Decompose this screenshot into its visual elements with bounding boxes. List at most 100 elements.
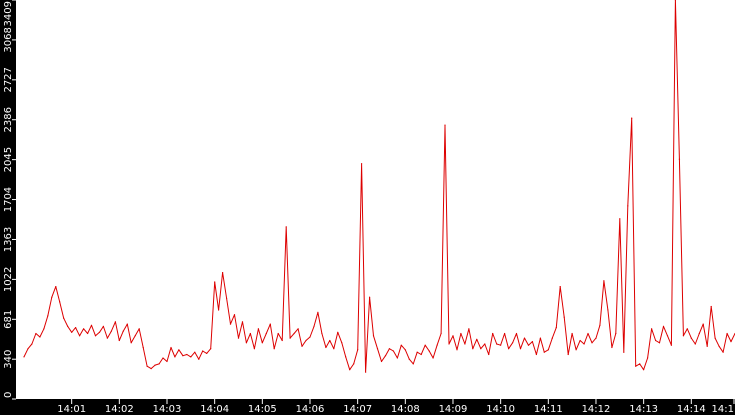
data-point [591, 342, 593, 344]
data-point [98, 331, 101, 333]
data-point [281, 339, 283, 342]
data-point [285, 226, 287, 228]
data-point [186, 353, 188, 356]
y-tick-label: 2727 [3, 67, 14, 92]
data-point [130, 342, 132, 344]
data-point [496, 343, 498, 345]
y-tick: 2045 [3, 147, 16, 172]
y-tick-label: 0 [3, 392, 14, 398]
x-tick-label: 14:14 [677, 404, 706, 415]
x-tick-label: 14:09 [439, 404, 468, 415]
x-tick: 14:02 [105, 399, 134, 415]
data-point [559, 286, 561, 288]
data-point [94, 335, 97, 337]
data-point [237, 337, 240, 339]
x-tick-label: 14:02 [105, 404, 134, 415]
data-point [313, 325, 315, 327]
data-point [190, 356, 192, 358]
data-point [587, 332, 589, 335]
y-tick: 2727 [3, 67, 16, 93]
data-point [245, 342, 247, 344]
y-tick: 3409 [3, 0, 16, 26]
data-point [202, 350, 204, 352]
data-point [730, 341, 732, 343]
data-point [325, 346, 327, 349]
data-point [63, 317, 65, 319]
data-point [47, 315, 49, 317]
data-point [142, 346, 144, 349]
data-point [452, 335, 454, 337]
data-point [428, 350, 430, 352]
data-point [623, 351, 625, 353]
data-point [535, 353, 538, 356]
x-tick-label: 14:04 [200, 404, 229, 415]
data-point [106, 337, 108, 339]
data-point [118, 339, 120, 342]
data-point [571, 332, 573, 335]
data-point [515, 332, 518, 335]
data-point [674, 0, 676, 1]
data-point [150, 368, 152, 370]
data-point [690, 337, 692, 339]
data-point [686, 328, 688, 330]
data-point [706, 345, 708, 347]
data-point [122, 330, 124, 332]
data-point [500, 344, 502, 346]
x-tick-label: 14:03 [153, 404, 182, 415]
data-point [400, 344, 402, 346]
data-point [198, 358, 200, 360]
y-tick-label: 1363 [3, 227, 14, 252]
x-tick: 14:12 [582, 399, 610, 415]
series-line [23, 0, 735, 373]
data-point [102, 325, 104, 327]
data-point [492, 332, 494, 335]
data-point [178, 349, 180, 351]
data-point [607, 309, 609, 311]
data-point [349, 369, 351, 371]
data-point [448, 343, 450, 345]
data-point [631, 117, 633, 119]
x-tick: 14:09 [439, 399, 468, 415]
data-point [651, 328, 653, 330]
data-point [43, 328, 45, 330]
data-point [345, 356, 347, 358]
x-tick: 14:07 [343, 399, 372, 415]
data-point [432, 357, 434, 359]
data-point [146, 365, 148, 367]
data-point [615, 332, 617, 335]
data-point [233, 314, 236, 316]
data-point [265, 332, 267, 335]
data-point [55, 286, 57, 288]
data-point [337, 331, 339, 333]
data-point [464, 343, 466, 345]
data-point [567, 353, 569, 356]
data-point [297, 328, 299, 330]
data-point [639, 363, 641, 365]
y-tick: 0 [3, 392, 16, 400]
data-point [547, 349, 549, 351]
y-tick: 1022 [3, 267, 16, 292]
data-point [388, 348, 390, 350]
x-tick: 14:08 [391, 399, 420, 415]
data-point [384, 355, 387, 357]
y-tick-label: 3409 [3, 1, 14, 26]
data-point [682, 335, 685, 337]
data-point [702, 323, 704, 325]
data-point [75, 327, 77, 329]
y-tick: 3068 [3, 27, 16, 53]
y-tick-label: 681 [3, 310, 14, 329]
data-point [174, 356, 176, 358]
data-point [114, 321, 116, 323]
data-point [249, 332, 251, 335]
data-point [35, 332, 37, 335]
data-point [472, 348, 474, 350]
data-point [365, 371, 367, 373]
data-point [488, 353, 490, 356]
data-point [523, 337, 526, 339]
data-point [678, 158, 681, 160]
data-point [662, 325, 665, 327]
data-point [484, 343, 486, 345]
data-point [392, 350, 394, 352]
data-point [353, 363, 355, 365]
